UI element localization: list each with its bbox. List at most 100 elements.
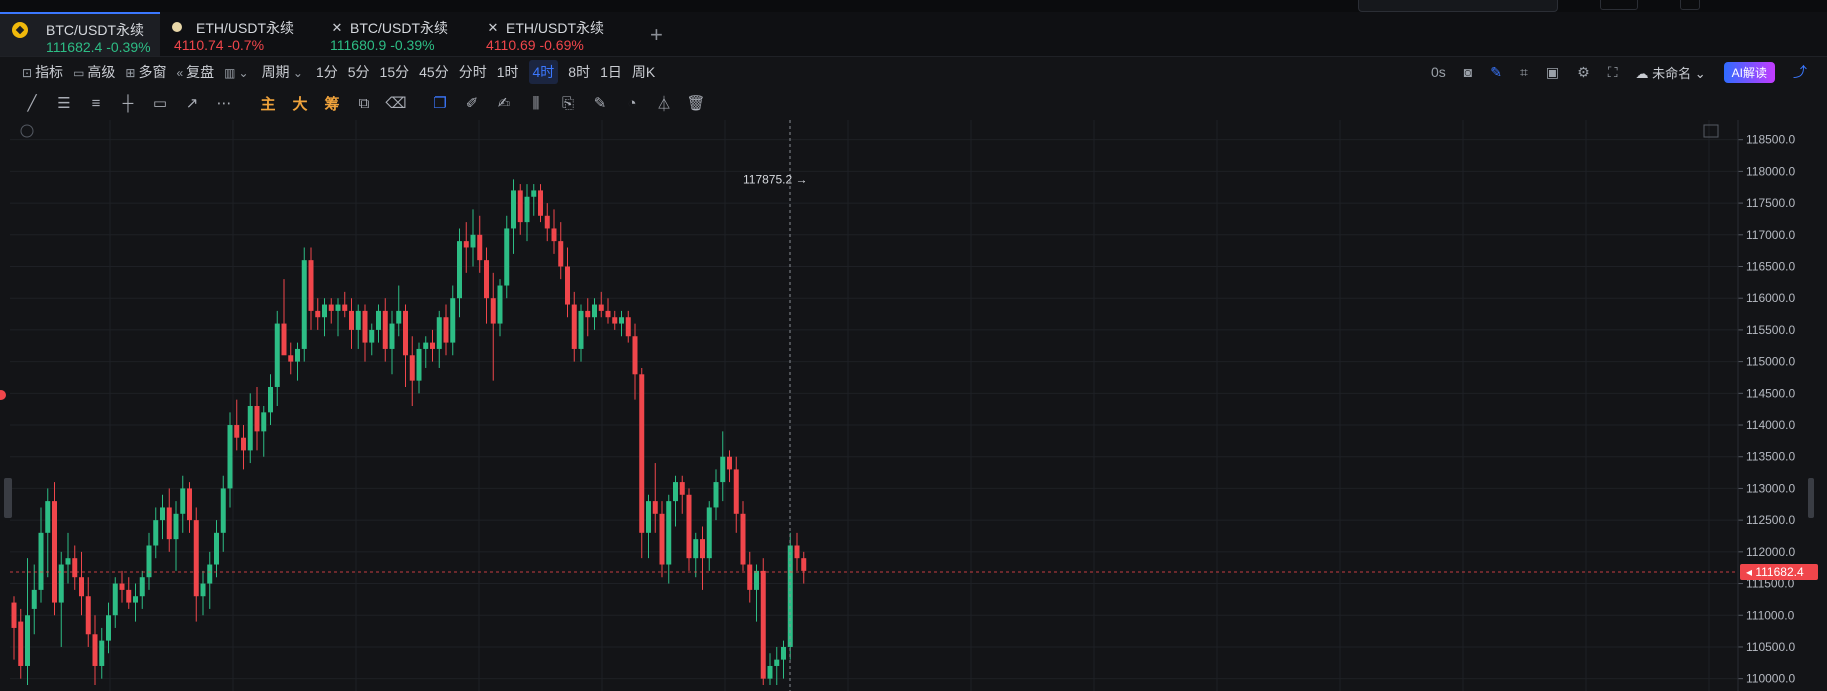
arrow-icon[interactable]: ↗	[185, 95, 199, 112]
main-indicator-button[interactable]: 主	[260, 95, 276, 113]
candle-body	[376, 310, 381, 330]
drawing-toolbar: ╱ ☰ ≡ ┼ ▭ ↗ ⋯ 主 大 筹 ⧉ ⌫ ❐ ✐ ✍ ⫼ ⎘ ✎ ◔ ⏃ …	[0, 89, 1827, 117]
period-4h[interactable]: 4时	[528, 60, 559, 84]
candle-body	[153, 520, 159, 546]
period-8h[interactable]: 8时	[568, 64, 591, 80]
candle-body	[301, 260, 307, 349]
tab-btc-usdt-perp[interactable]: BTC/USDT永续 111682.4 -0.39%	[0, 12, 160, 56]
candle-body	[288, 355, 294, 362]
chips-button[interactable]: 筹	[324, 95, 340, 113]
candle-body	[700, 539, 705, 559]
more-icon[interactable]: ⋯	[216, 95, 232, 112]
tab-eth-usdt-perp-2[interactable]: ✕ ETH/USDT永续 4110.69 -0.69%	[480, 12, 640, 56]
candle-body	[315, 310, 321, 318]
rect-icon[interactable]: ▭	[152, 95, 168, 112]
candle-body	[558, 241, 564, 267]
share-icon[interactable]: ⤴	[1793, 64, 1807, 80]
fullscreen-icon[interactable]: ⛶	[1607, 63, 1618, 80]
search-box[interactable]	[1358, 0, 1558, 12]
layout-name-dropdown[interactable]: ☁ 未命名 ⌄	[1635, 65, 1706, 81]
grid-icon: ⊞	[125, 66, 136, 80]
hline-icon[interactable]: ┼	[122, 94, 134, 112]
camera-icon[interactable]: ◙	[1463, 64, 1473, 80]
candle-body	[443, 317, 449, 343]
candle-body	[65, 558, 71, 565]
tab-btc-usdt-perp-2[interactable]: ✕ BTC/USDT永续 111680.9 -0.39%	[320, 12, 480, 56]
clipboard-icon[interactable]: ⎘	[561, 94, 574, 112]
replay-button[interactable]: «复盘	[176, 64, 215, 80]
close-icon[interactable]: ✕	[331, 20, 343, 35]
expand-icon	[1703, 124, 1719, 138]
tab-price: 111682.4 -0.39%	[46, 39, 151, 55]
ruler-icon[interactable]: ✐	[465, 95, 479, 112]
candle-body	[295, 348, 300, 362]
add-tab-button[interactable]: +	[650, 22, 663, 47]
candle-body	[423, 342, 429, 349]
top-window-button[interactable]	[1680, 0, 1700, 10]
chart-type-button[interactable]: ▥ ⌄	[224, 64, 251, 80]
candle-body	[220, 488, 226, 533]
candlestick-chart[interactable]: 118500.0 118000.0 117500.0 117000.0 116500.0…	[0, 120, 1827, 691]
candle-body	[146, 545, 152, 578]
pen-icon[interactable]: ✍	[497, 95, 511, 112]
left-panel-handle[interactable]	[4, 478, 12, 518]
eraser-icon[interactable]: ⌫	[385, 95, 407, 112]
tab-eth-usdt-perp[interactable]: ETH/USDT永续 4110.74 -0.7%	[160, 12, 320, 56]
candle-body	[214, 532, 219, 565]
note-icon[interactable]: ✎	[593, 95, 607, 112]
parallel-icon[interactable]: ☰	[57, 95, 71, 112]
candle-body	[544, 215, 550, 229]
candle-body	[666, 501, 672, 565]
candle-body	[45, 501, 51, 533]
y-tick-label: 115500.0	[1746, 323, 1795, 337]
period-1d[interactable]: 1日	[600, 64, 622, 80]
top-selector[interactable]	[1600, 0, 1638, 10]
edit-icon[interactable]: ✎	[1490, 63, 1502, 80]
advanced-button[interactable]: ▭ 高级	[73, 64, 116, 80]
period-timeline[interactable]: 分时	[458, 64, 487, 80]
period-1m[interactable]: 1分	[315, 64, 338, 80]
candle-body	[416, 348, 422, 381]
line-icon[interactable]: ╱	[27, 95, 37, 112]
candle-body	[733, 469, 739, 514]
hlines-icon[interactable]: ≡	[91, 94, 101, 112]
period-45m[interactable]: 45分	[419, 64, 449, 80]
crop-icon[interactable]: ⌗	[1520, 63, 1528, 80]
magnet-icon[interactable]: ⧉	[358, 94, 370, 112]
candle-body	[403, 310, 408, 356]
candle-body	[619, 317, 624, 324]
candle-body	[166, 507, 172, 540]
candle-body	[342, 304, 348, 311]
eth-icon	[169, 19, 185, 35]
ai-analysis-button[interactable]: AI解读	[1723, 61, 1775, 83]
settings-icon[interactable]: ⚙	[1577, 63, 1590, 80]
candle-body	[254, 406, 260, 432]
layout-icon[interactable]: ▣	[1545, 63, 1560, 80]
period-5m[interactable]: 5分	[347, 64, 370, 80]
trash-icon[interactable]: 🗑	[686, 95, 706, 112]
candle-body	[99, 640, 105, 666]
period-15m[interactable]: 15分	[379, 64, 410, 80]
candle-body	[261, 412, 267, 432]
candle-body	[25, 615, 30, 666]
indicator-button[interactable]: ⊡ 指标	[22, 64, 64, 80]
multi-window-button[interactable]: ⊞ 多窗	[125, 64, 167, 80]
candle-body	[79, 577, 84, 597]
y-tick-label: 112500.0	[1746, 513, 1795, 527]
period-1w[interactable]: 周K	[631, 64, 656, 80]
candle-body	[72, 558, 78, 578]
close-icon[interactable]: ✕	[487, 20, 499, 35]
candle-body	[713, 482, 719, 508]
big-order-button[interactable]: 大	[292, 95, 308, 113]
period-1h[interactable]: 1时	[496, 64, 519, 80]
candles-icon[interactable]: ⫼	[532, 94, 540, 112]
period-dropdown[interactable]: 周期 ⌄	[261, 64, 303, 80]
right-panel-handle[interactable]	[1808, 478, 1814, 518]
candle-body	[58, 564, 64, 603]
y-tick-label: 118000.0	[1746, 164, 1795, 178]
candle-body	[585, 310, 591, 318]
y-tick-label: 111000.0	[1746, 608, 1795, 622]
filter-icon[interactable]: ⏃	[656, 95, 672, 113]
brush-icon[interactable]: ◔	[627, 94, 637, 112]
copy-icon[interactable]: ❐	[433, 95, 447, 112]
